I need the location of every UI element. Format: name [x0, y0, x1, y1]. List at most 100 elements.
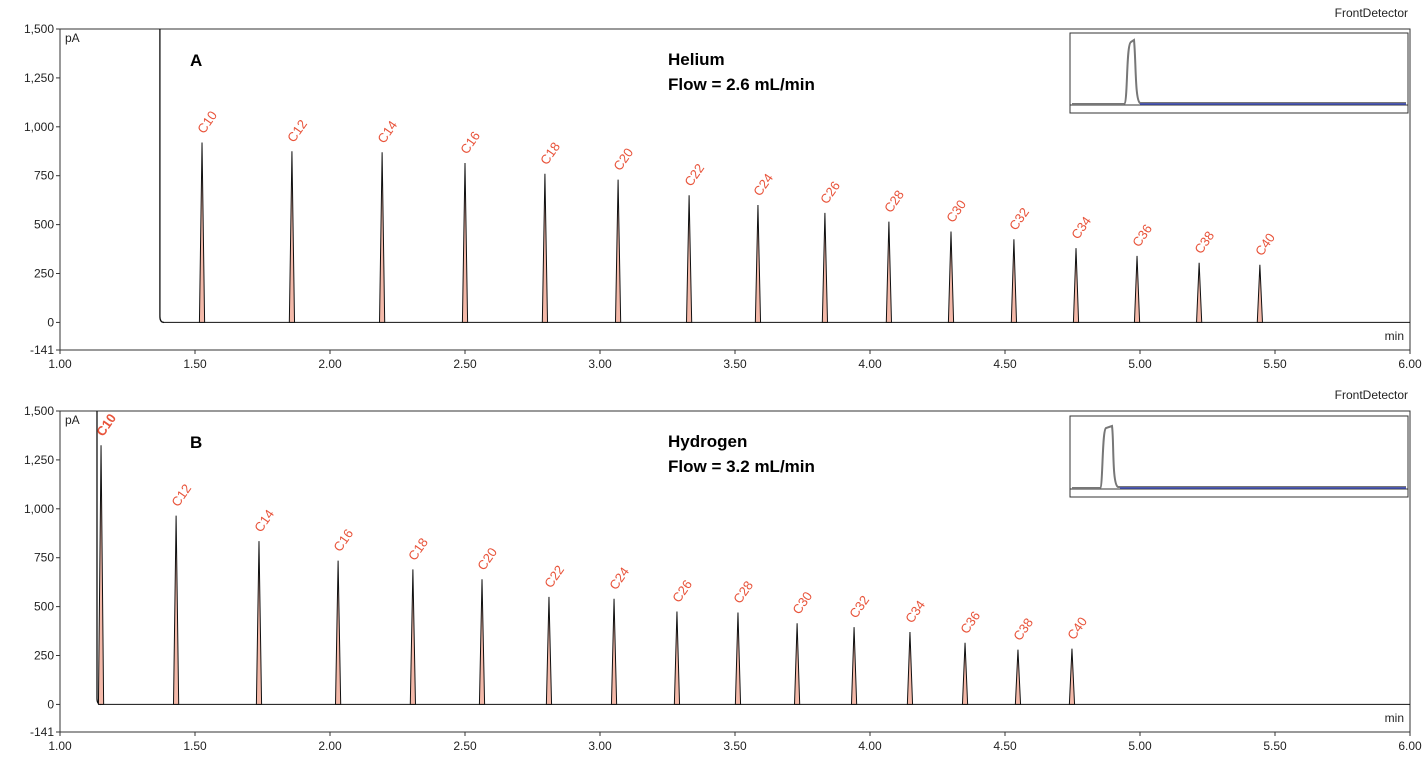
x-tick-label: 6.00	[1398, 739, 1422, 753]
x-tick-label: 3.50	[723, 357, 747, 371]
peak-label: C14	[251, 507, 277, 535]
x-tick-label: 5.00	[1128, 739, 1152, 753]
x-tick-label: 1.50	[183, 357, 207, 371]
annotation: Helium	[668, 50, 725, 69]
x-tick-label: 3.50	[723, 739, 747, 753]
peak	[379, 152, 386, 323]
peak	[255, 541, 263, 705]
y-tick-label: 0	[47, 697, 54, 711]
peak	[1133, 255, 1141, 323]
peak	[461, 162, 469, 323]
peak-label: C36	[957, 608, 983, 636]
peak	[614, 179, 622, 323]
detector-label: FrontDetector	[1335, 388, 1408, 402]
peak-label: C40	[1064, 614, 1090, 642]
peak-label: C24	[750, 171, 776, 199]
peak-label: C16	[330, 526, 356, 554]
peak	[906, 632, 914, 705]
x-tick-label: 5.50	[1263, 739, 1287, 753]
peak-label: C34	[1068, 214, 1094, 242]
peak-label: C12	[284, 117, 310, 145]
y-tick-label: 1,500	[24, 404, 54, 418]
peak	[409, 569, 416, 705]
y-tick-label: 750	[34, 169, 54, 183]
x-tick-label: 4.00	[858, 357, 882, 371]
x-tick-label: 4.50	[993, 357, 1017, 371]
y-tick-label: 1,000	[24, 120, 54, 134]
peak-label: C38	[1010, 615, 1036, 643]
x-unit: min	[1385, 329, 1404, 343]
peak	[793, 623, 801, 705]
y-unit: pA	[65, 31, 80, 45]
peak	[288, 151, 296, 323]
y-tick-label: -141	[30, 725, 54, 739]
peak-label: C30	[943, 197, 969, 225]
peak	[334, 560, 342, 705]
peak	[1072, 248, 1080, 323]
peak	[673, 611, 681, 705]
y-unit: pA	[65, 413, 80, 427]
peak	[1256, 264, 1264, 323]
peak	[821, 212, 829, 323]
panel: -141 0 250 500 750 1,000 1,250 1,500 1.00 1.50 2.0…	[24, 388, 1422, 753]
x-tick-label: 3.00	[588, 739, 612, 753]
peak-label: C10	[194, 108, 220, 136]
x-tick-label: 5.00	[1128, 357, 1152, 371]
peak-label: C12	[168, 481, 194, 509]
peak-label: C22	[681, 161, 707, 189]
peak-label: C18	[537, 139, 563, 167]
peak	[545, 596, 553, 705]
y-tick-label: 250	[34, 267, 54, 281]
y-tick-label: 750	[34, 551, 54, 565]
panel-label: B	[190, 433, 202, 452]
x-tick-label: 4.00	[858, 739, 882, 753]
x-unit: min	[1385, 711, 1404, 725]
peak-label: C36	[1129, 221, 1155, 249]
peak-label: C24	[606, 564, 632, 592]
peak	[1068, 648, 1076, 705]
peak-label: C30	[789, 589, 815, 617]
peak	[1014, 649, 1022, 705]
peak-label: C26	[669, 577, 695, 605]
y-tick-label: 1,500	[24, 22, 54, 36]
peak-label: C32	[846, 593, 872, 621]
peak	[754, 205, 762, 323]
peak	[172, 515, 180, 705]
peak-label: C38	[1191, 228, 1217, 256]
x-tick-label: 3.00	[588, 357, 612, 371]
peak	[97, 445, 105, 705]
panel-label: A	[190, 51, 202, 70]
peak	[198, 142, 206, 323]
peak	[850, 627, 858, 705]
x-tick-label: 5.50	[1263, 357, 1287, 371]
y-tick-label: 250	[34, 649, 54, 663]
x-tick-label: 4.50	[993, 739, 1017, 753]
peak-label: C22	[541, 562, 567, 590]
peak	[734, 612, 742, 705]
peak	[610, 598, 618, 705]
peak	[885, 221, 893, 323]
peak	[961, 642, 969, 705]
peak-label: C20	[474, 545, 500, 573]
peak-label: C14	[374, 118, 400, 146]
x-tick-label: 6.00	[1398, 357, 1422, 371]
peak-label: C26	[817, 178, 843, 206]
y-tick-label: -141	[30, 343, 54, 357]
y-tick-label: 500	[34, 218, 54, 232]
x-tick-label: 2.50	[453, 357, 477, 371]
peak-label: C18	[405, 535, 431, 563]
x-tick-label: 1.00	[48, 739, 72, 753]
y-tick-label: 1,250	[24, 453, 54, 467]
y-tick-label: 500	[34, 600, 54, 614]
peak	[947, 231, 955, 323]
x-tick-label: 1.00	[48, 357, 72, 371]
peak-label: C20	[610, 145, 636, 173]
y-tick-label: 1,000	[24, 502, 54, 516]
peak-label: C16	[457, 129, 483, 157]
annotation: Flow = 2.6 mL/min	[668, 75, 815, 94]
peak-label: C32	[1006, 205, 1032, 233]
x-tick-label: 2.00	[318, 739, 342, 753]
peak	[1010, 239, 1018, 323]
detector-label: FrontDetector	[1335, 6, 1408, 20]
